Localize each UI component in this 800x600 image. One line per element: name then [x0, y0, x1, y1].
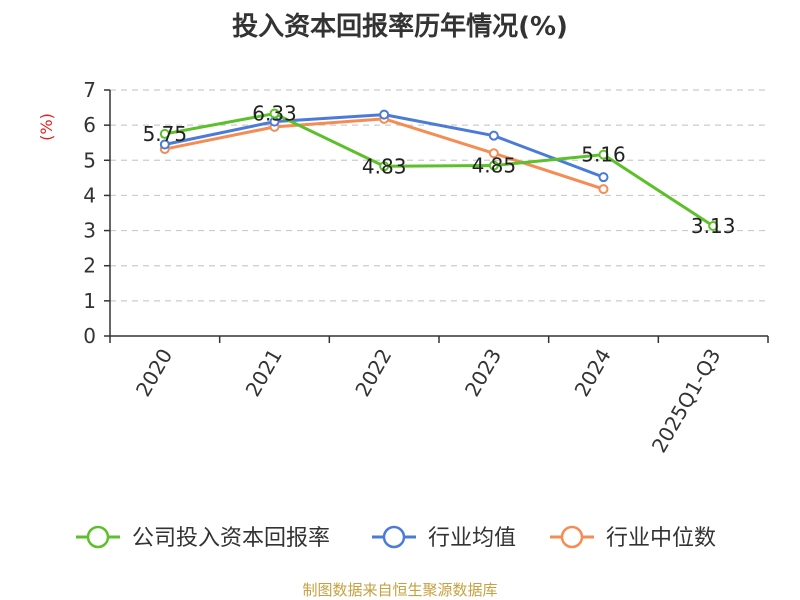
series-point: [488, 130, 499, 141]
y-axis-unit-label: (%): [37, 113, 56, 141]
grid-lines: [110, 89, 768, 302]
series-lines: [159, 108, 719, 232]
y-tick-label: 6: [83, 113, 96, 137]
x-tick-label: 2022: [350, 345, 396, 401]
y-tick-label: 0: [83, 324, 96, 348]
legend-label: 行业中位数: [606, 526, 716, 551]
y-tick-label: 5: [83, 148, 96, 172]
data-labels: 5.75 6.33 4.83 4.85 5.16 3.13: [143, 102, 736, 238]
y-tick-label: 3: [83, 219, 96, 243]
legend: 公司投入资本回报率 行业均值 行业中位数: [76, 525, 716, 551]
series-line: [164, 112, 714, 228]
series-point: [379, 109, 390, 120]
series-point: [598, 172, 609, 183]
legend-marker: [86, 525, 110, 549]
y-tick-label: 4: [83, 183, 96, 207]
data-label: 4.83: [362, 154, 407, 178]
data-label: 5.75: [143, 122, 188, 146]
x-tick-label: 2024: [570, 345, 616, 401]
legend-label: 行业均值: [428, 526, 516, 551]
data-label: 6.33: [252, 102, 297, 126]
legend-marker: [560, 525, 584, 549]
x-tick-label: 2020: [131, 345, 177, 401]
series-point: [488, 148, 499, 159]
series-point: [598, 149, 609, 160]
legend-marker: [382, 525, 406, 549]
data-label: 4.85: [472, 154, 517, 178]
chart-title: 投入资本回报率历年情况(%): [232, 12, 568, 42]
series-point: [159, 128, 170, 139]
y-tick-label: 1: [83, 289, 96, 313]
x-tick-label: 2025Q1-Q3: [647, 345, 726, 457]
y-tick-label: 7: [83, 78, 96, 102]
source-note: 制图数据来自恒生聚源数据库: [302, 581, 498, 599]
series-point: [159, 139, 170, 150]
series-point: [708, 221, 719, 232]
data-label: 5.16: [581, 143, 626, 167]
series-point: [269, 108, 280, 119]
legend-label: 公司投入资本回报率: [132, 526, 330, 551]
series-point: [598, 184, 609, 195]
x-tick-label: 2021: [241, 345, 287, 401]
data-label: 3.13: [691, 214, 736, 238]
series-point: [379, 161, 390, 172]
series-point: [488, 160, 499, 171]
y-tick-label: 2: [83, 254, 96, 278]
x-tick-label: 2023: [460, 345, 506, 401]
